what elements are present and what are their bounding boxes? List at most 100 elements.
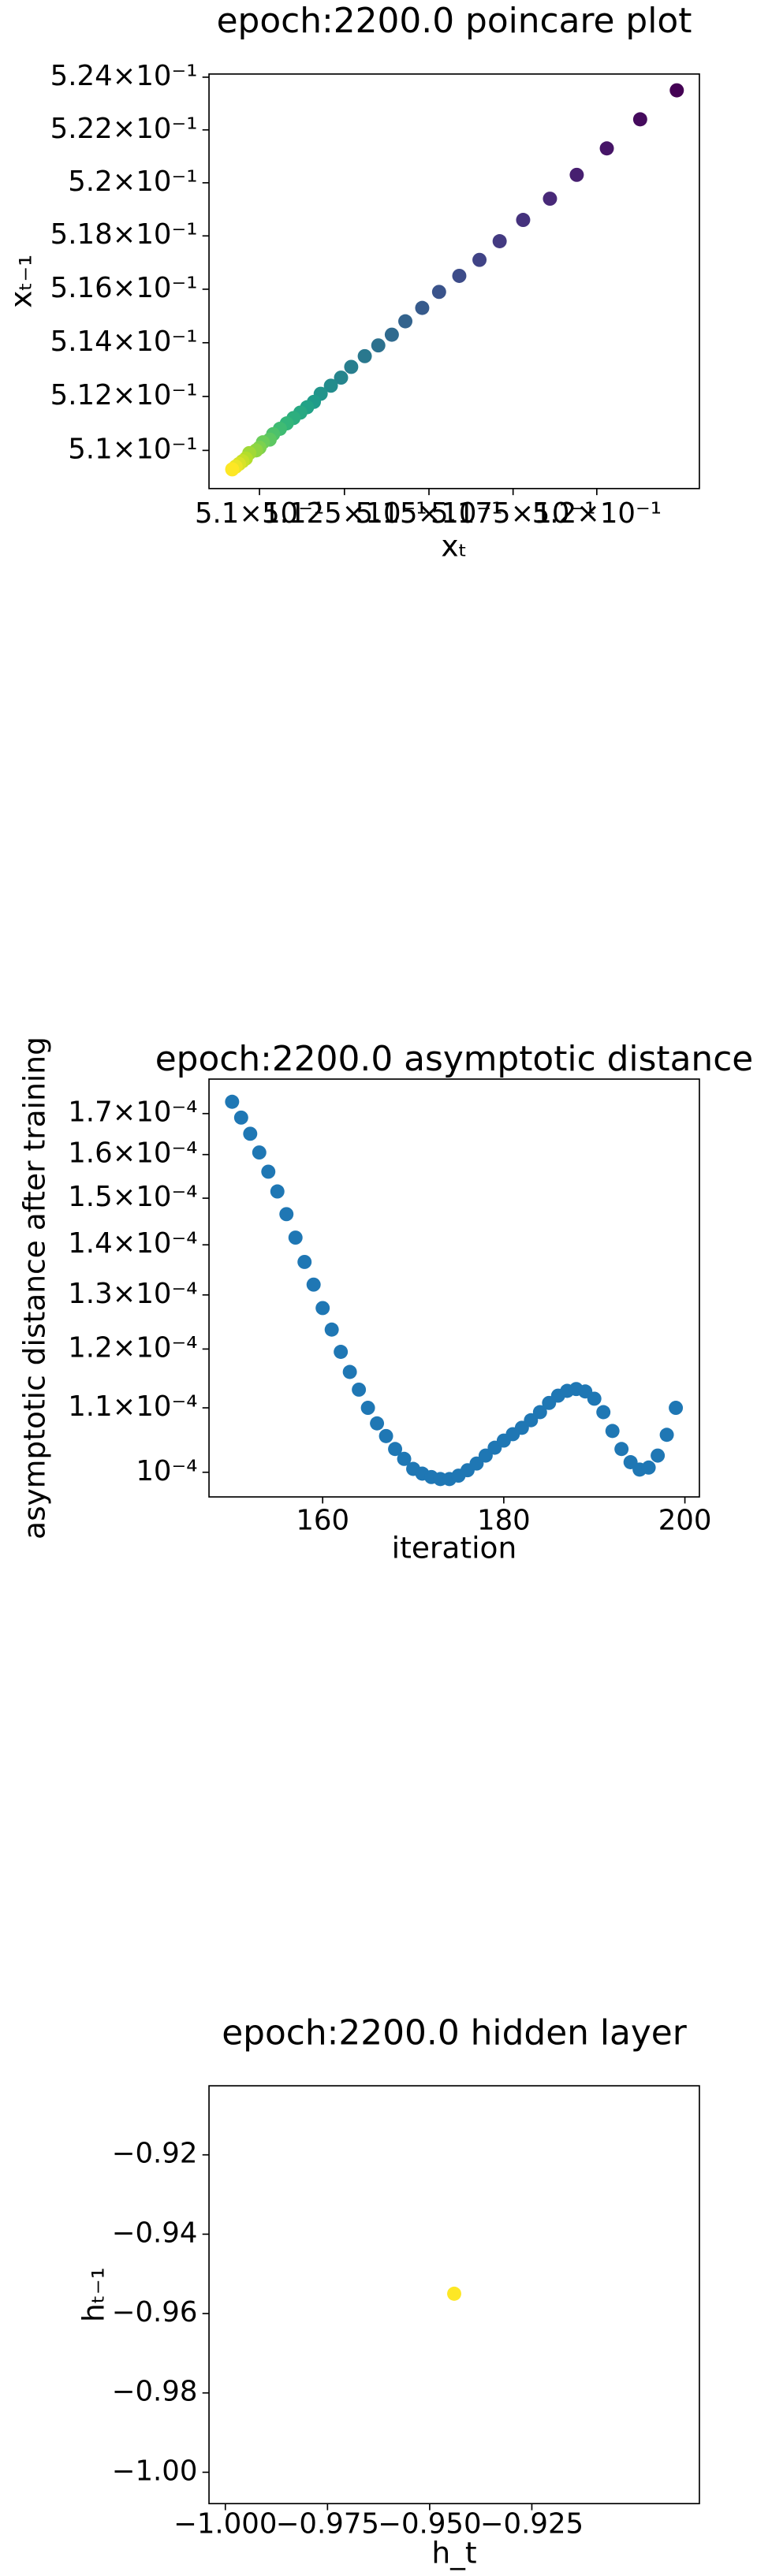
point: [261, 1164, 276, 1179]
y-tick-label: −0.98: [112, 2376, 198, 2408]
x-tick-label: −0.975: [276, 2507, 379, 2540]
point: [543, 192, 557, 207]
point: [452, 268, 467, 283]
point: [669, 1401, 684, 1416]
point: [398, 314, 413, 329]
point: [651, 1448, 666, 1463]
y-tick-label: −0.92: [112, 2138, 198, 2170]
y-axis-label: xₜ₋₁: [4, 255, 39, 308]
point: [431, 285, 446, 300]
chart: epoch:2200.0 asymptotic distance 160 180 20…: [17, 1037, 753, 1565]
x-tick-label: −0.925: [480, 2507, 584, 2540]
point: [233, 1110, 248, 1125]
point: [605, 1424, 620, 1439]
y-tick-label: 5.18×10⁻¹: [50, 218, 198, 251]
point: [415, 300, 430, 315]
point: [669, 83, 684, 98]
y-axis-label: asymptotic distance after training: [17, 1037, 51, 1539]
y-tick-label: 1.2×10⁻⁴: [68, 1331, 197, 1364]
y-tick-label: 5.12×10⁻¹: [50, 379, 198, 411]
point: [532, 1405, 547, 1420]
point: [492, 234, 507, 248]
point: [378, 1428, 393, 1443]
point: [306, 1277, 321, 1292]
point: [397, 1451, 412, 1466]
point: [596, 1405, 611, 1420]
y-tick-label: −1.00: [112, 2455, 198, 2487]
point: [225, 1094, 240, 1109]
point: [334, 1345, 349, 1359]
x-axis-label: iteration: [392, 1530, 517, 1565]
point: [569, 167, 584, 182]
point: [342, 1364, 357, 1379]
y-tick-label: 1.1×10⁻⁴: [68, 1390, 197, 1423]
point: [472, 252, 487, 267]
y-tick-label: 1.4×10⁻⁴: [68, 1227, 197, 1260]
x-tick-label: 5.2×10⁻¹: [532, 497, 662, 530]
x-axis-label: xₜ: [441, 528, 467, 563]
point: [587, 1391, 602, 1406]
x-tick-label: 5.175×10⁻¹: [431, 497, 595, 530]
chart-title: epoch:2200.0 hidden layer: [222, 2012, 688, 2053]
x-tick-label: −1.000: [173, 2507, 277, 2540]
point: [659, 1428, 674, 1442]
x-tick-label: 200: [658, 1504, 712, 1536]
y-tick-label: 5.16×10⁻¹: [50, 272, 198, 304]
plot-frame: [208, 2085, 700, 2505]
chart: epoch:2200.0 poincare plot5.1×10⁻¹5.125×…: [4, 1, 700, 563]
x-axis-label: h_t: [431, 2535, 476, 2570]
y-tick-label: 1.3×10⁻⁴: [68, 1278, 197, 1310]
x-tick-label: 5.1×10⁻¹: [195, 497, 324, 530]
plot-frame: [208, 73, 700, 490]
point: [384, 327, 399, 342]
x-tick-label: 180: [477, 1504, 531, 1536]
y-tick-label: −0.96: [112, 2296, 198, 2328]
y-tick-label: 1.5×10⁻⁴: [68, 1181, 197, 1213]
point: [344, 359, 359, 374]
point: [352, 1382, 367, 1397]
point: [447, 2286, 461, 2301]
y-axis-label: hₜ₋₁: [76, 2267, 111, 2322]
x-tick-label: 160: [296, 1504, 349, 1536]
y-tick-label: 5.2×10⁻¹: [68, 166, 197, 198]
point: [371, 338, 386, 353]
y-tick-label: 5.14×10⁻¹: [50, 326, 198, 358]
y-tick-label: 5.24×10⁻¹: [50, 60, 198, 92]
chart: epoch:2200.0 hidden layer−1.000−0.975−0.…: [76, 2012, 700, 2570]
chart-title: epoch:2200.0 poincare plot: [217, 1, 692, 41]
chart-title: epoch:2200.0 asymptotic distance: [155, 1039, 754, 1079]
x-tick-label: 5.125×10⁻¹: [262, 497, 427, 530]
y-tick-label: 1.7×10⁻⁴: [68, 1096, 197, 1129]
point: [225, 462, 240, 477]
y-tick-label: 5.1×10⁻¹: [68, 433, 197, 465]
point: [599, 141, 614, 156]
x-tick-label: 5.15×10⁻¹: [356, 497, 503, 530]
point: [360, 1401, 375, 1416]
point: [252, 1145, 267, 1160]
point: [297, 1254, 312, 1269]
point: [632, 112, 647, 127]
point: [524, 1413, 539, 1428]
point: [641, 1460, 656, 1475]
point: [516, 213, 531, 227]
x-tick-label: −0.950: [378, 2507, 481, 2540]
point: [614, 1442, 629, 1457]
y-tick-label: 10⁻⁴: [136, 1455, 197, 1487]
point: [288, 1230, 303, 1245]
point: [315, 1301, 330, 1316]
point: [388, 1442, 403, 1457]
point: [357, 348, 372, 363]
point: [324, 1322, 339, 1337]
y-tick-label: 5.22×10⁻¹: [50, 113, 198, 145]
point: [334, 370, 349, 385]
point: [270, 1184, 285, 1199]
point: [243, 1126, 258, 1141]
point: [323, 378, 338, 393]
y-tick-label: 1.6×10⁻⁴: [68, 1137, 197, 1170]
plot-frame: [208, 1078, 700, 1498]
y-tick-label: −0.94: [112, 2217, 198, 2249]
point: [279, 1207, 294, 1222]
point: [370, 1416, 385, 1431]
